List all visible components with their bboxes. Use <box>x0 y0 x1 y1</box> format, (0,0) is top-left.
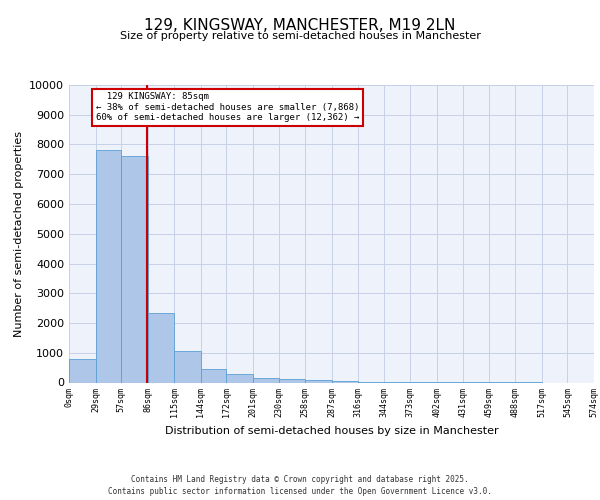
Bar <box>121 156 148 382</box>
Text: Contains HM Land Registry data © Crown copyright and database right 2025.
Contai: Contains HM Land Registry data © Crown c… <box>108 474 492 496</box>
Text: 129, KINGSWAY, MANCHESTER, M19 2LN: 129, KINGSWAY, MANCHESTER, M19 2LN <box>145 18 455 32</box>
Bar <box>305 380 331 382</box>
Text: Size of property relative to semi-detached houses in Manchester: Size of property relative to semi-detach… <box>119 31 481 41</box>
Bar <box>95 150 121 382</box>
Bar <box>280 379 305 382</box>
Bar <box>201 369 226 382</box>
Text: 129 KINGSWAY: 85sqm
← 38% of semi-detached houses are smaller (7,868)
60% of sem: 129 KINGSWAY: 85sqm ← 38% of semi-detach… <box>95 92 359 122</box>
Bar <box>69 358 95 382</box>
Bar <box>226 374 253 382</box>
Y-axis label: Number of semi-detached properties: Number of semi-detached properties <box>14 130 23 337</box>
X-axis label: Distribution of semi-detached houses by size in Manchester: Distribution of semi-detached houses by … <box>164 426 499 436</box>
Bar <box>148 312 174 382</box>
Bar <box>174 352 201 382</box>
Bar <box>253 378 280 382</box>
